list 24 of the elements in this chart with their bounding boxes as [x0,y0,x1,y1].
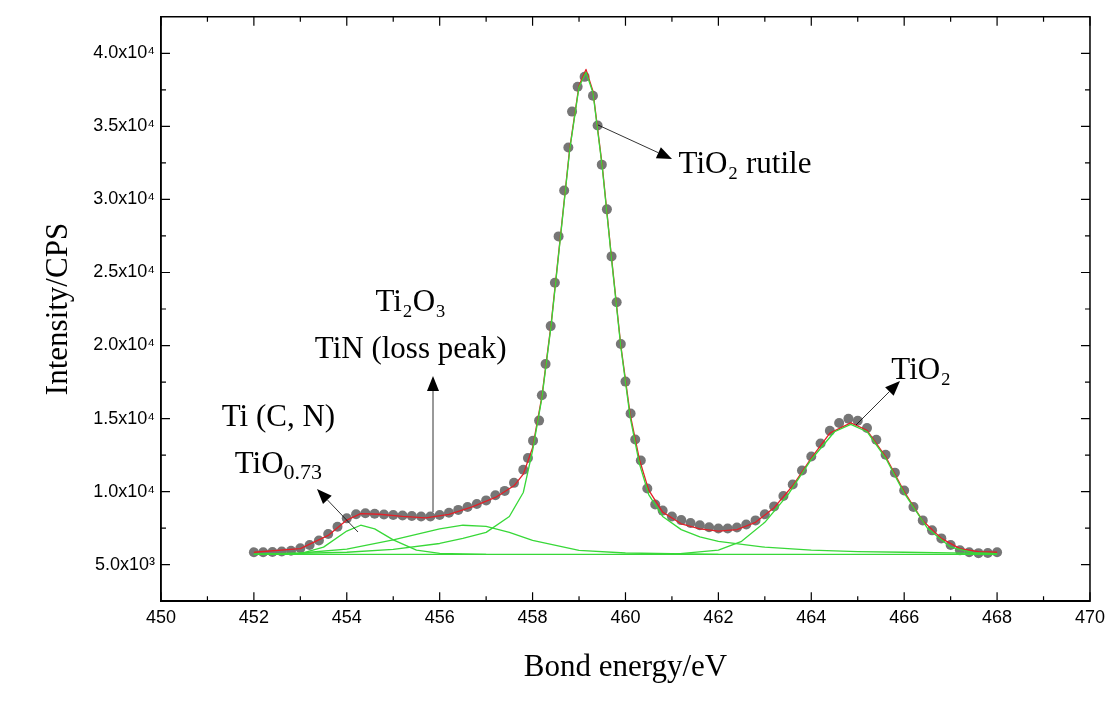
x-tick-label: 468 [982,606,1013,627]
y-tick-label: 1.0x10⁴ [93,480,155,501]
x-tick-label: 460 [610,606,641,627]
x-axis-title: Bond energy/eV [523,647,728,683]
y-tick-label: 2.5x10⁴ [93,261,155,282]
y-tick-label: 3.5x10⁴ [93,115,155,136]
annotation: Ti₂O₃ TiN (loss peak) [314,283,507,366]
x-tick-label: 450 [145,606,176,627]
x-tick-label: 458 [517,606,548,627]
x-tick-label: 470 [1074,606,1106,627]
x-tick-label: 462 [703,606,734,627]
x-tick-label: 452 [238,606,269,627]
y-tick-label: 2.0x10⁴ [93,334,155,355]
y-tick-label: 5.0x10³ [94,553,155,574]
y-tick-label: 3.0x10⁴ [93,188,155,209]
y-tick-label: 1.5x10⁴ [93,407,155,428]
y-tick-label: 4.0x10⁴ [93,42,155,63]
x-tick-label: 464 [796,606,827,627]
x-tick-label: 456 [424,606,455,627]
x-tick-label: 454 [331,606,362,627]
x-tick-label: 466 [889,606,920,627]
annotation: TiO₂ rutile [678,145,812,181]
y-axis-title: Intensity/CPS [38,222,74,396]
annotation: TiO₂ [891,350,951,386]
